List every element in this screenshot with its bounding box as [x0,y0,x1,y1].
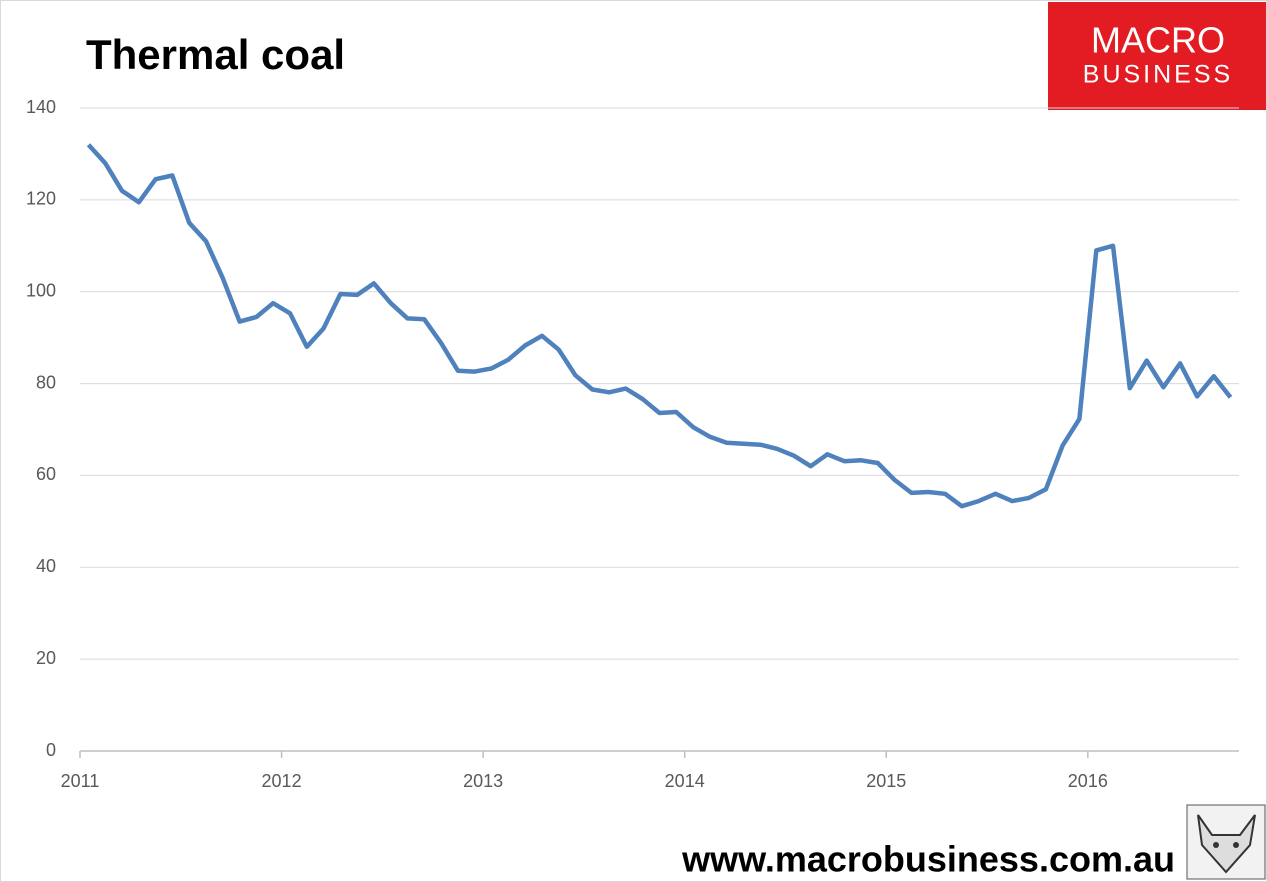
y-tick-label: 20 [36,648,56,668]
y-tick-label: 120 [26,189,56,209]
logo-text: BUSINESS [1083,61,1233,89]
x-tick-label: 2013 [463,771,503,791]
chart-title: Thermal coal [86,31,345,78]
y-tick-label: 80 [36,372,56,392]
data-line [86,143,1233,509]
x-tick-label: 2011 [61,771,100,791]
x-tick-label: 2016 [1068,771,1108,791]
y-tick-label: 60 [36,464,56,484]
x-tick-label: 2014 [665,771,705,791]
fox-icon [1186,804,1266,880]
y-tick-label: 40 [36,556,56,576]
y-tick-label: 0 [46,740,56,760]
y-tick-label: 140 [26,97,56,117]
footer-url: www.macrobusiness.com.au [681,839,1175,880]
logo-box [1048,2,1266,110]
x-tick-label: 2015 [866,771,906,791]
y-tick-label: 100 [26,280,56,300]
x-tick-label: 2012 [262,771,302,791]
logo-text: MACRO [1091,20,1225,61]
